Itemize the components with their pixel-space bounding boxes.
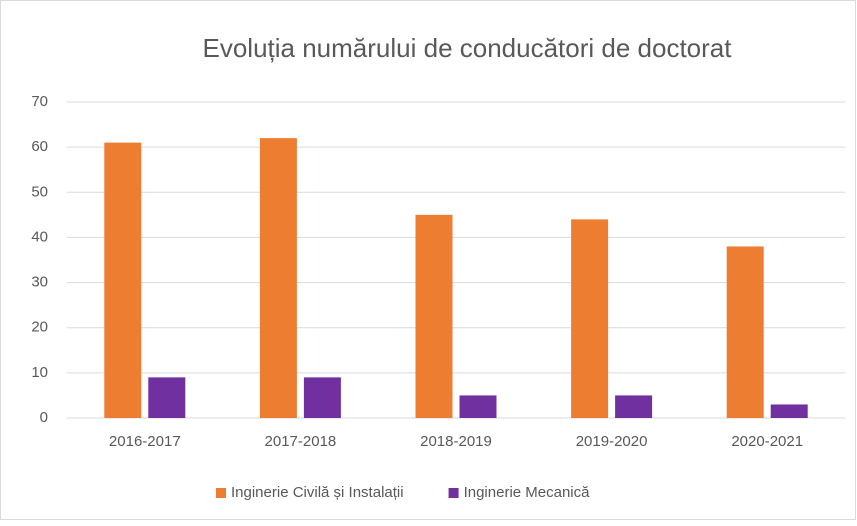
x-tick-label: 2019-2020 (576, 433, 648, 450)
y-tick-label: 10 (31, 364, 48, 381)
x-tick-label: 2018-2019 (420, 433, 492, 450)
y-tick-label: 60 (31, 138, 48, 155)
bar (415, 214, 453, 418)
x-tick-label: 2016-2017 (109, 433, 181, 450)
y-tick-label: 20 (31, 319, 48, 336)
bar (571, 219, 609, 418)
legend-label: Inginerie Civilă și Instalații (231, 484, 404, 501)
bar (104, 142, 142, 418)
legend-swatch (448, 488, 459, 498)
bar (770, 404, 808, 418)
x-tick-label: 2017-2018 (265, 433, 337, 450)
bar (459, 395, 497, 418)
bar (148, 377, 186, 418)
y-tick-label: 70 (31, 93, 48, 110)
legend-swatch (216, 488, 226, 498)
legend-label: Inginerie Mecanică (464, 484, 591, 501)
bar (726, 246, 764, 418)
y-tick-label: 50 (31, 183, 48, 200)
y-tick-label: 0 (40, 409, 48, 426)
chart-title: Evoluția numărului de conducători de doc… (203, 33, 733, 63)
bar (615, 395, 653, 418)
y-tick-label: 40 (31, 228, 48, 245)
y-tick-label: 30 (31, 274, 48, 291)
bar (303, 377, 341, 418)
bar (259, 138, 297, 418)
x-tick-label: 2020-2021 (731, 433, 803, 450)
